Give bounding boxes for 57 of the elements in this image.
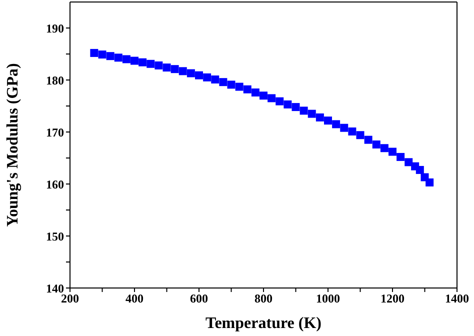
point (219, 78, 228, 86)
x-tick-label: 800 (254, 292, 272, 306)
point (356, 131, 364, 140)
x-tick-label: 1000 (316, 292, 340, 306)
point (170, 65, 179, 74)
point (388, 148, 396, 156)
point (162, 64, 171, 72)
point (106, 52, 114, 60)
point (235, 82, 244, 91)
point (146, 60, 155, 68)
point (324, 116, 332, 125)
point (404, 158, 413, 166)
point (90, 48, 98, 57)
point (268, 94, 276, 102)
point (114, 54, 122, 62)
point (243, 85, 252, 94)
point (227, 80, 236, 89)
point (300, 106, 308, 115)
point (211, 75, 220, 84)
point (364, 136, 372, 144)
point (426, 178, 434, 186)
y-tick-label: 190 (46, 21, 64, 36)
point (396, 152, 405, 161)
y-tick-label: 180 (46, 73, 64, 88)
point (316, 113, 324, 122)
point (308, 110, 316, 118)
point (380, 144, 388, 152)
x-axis-title: Temperature (K) (206, 315, 322, 332)
point (416, 166, 424, 174)
point (203, 73, 212, 82)
point (292, 103, 300, 112)
point (130, 56, 138, 65)
y-tick-label: 160 (46, 177, 64, 192)
point (195, 71, 203, 80)
point (178, 67, 187, 76)
point (260, 92, 268, 100)
point (138, 58, 147, 66)
point (276, 97, 284, 106)
x-tick-label: 400 (126, 292, 144, 306)
x-tick-label: 1400 (445, 292, 469, 306)
point (348, 127, 356, 136)
point (251, 88, 260, 96)
point (186, 69, 195, 78)
point (340, 124, 348, 132)
point (372, 140, 380, 148)
point (284, 100, 292, 108)
x-tick-label: 200 (61, 292, 79, 306)
point (98, 50, 106, 59)
y-axis-title: Young's Modulus (GPa) (4, 63, 22, 227)
y-tick-label: 170 (46, 125, 64, 140)
point (122, 55, 130, 64)
y-tick-label: 150 (46, 229, 64, 244)
point (332, 120, 340, 128)
x-tick-label: 1200 (380, 292, 404, 306)
y-tick-label: 140 (46, 281, 64, 296)
x-tick-label: 600 (190, 292, 208, 306)
point (154, 61, 163, 70)
